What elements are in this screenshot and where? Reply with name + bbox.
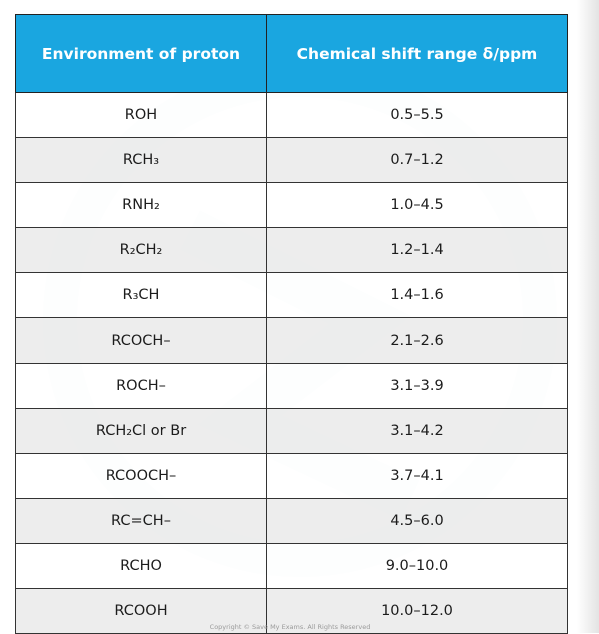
table-row: R₃CH 1.4–1.6: [15, 272, 568, 319]
cell-environment: RNH₂: [15, 182, 267, 229]
cell-environment: RCOOH: [15, 588, 267, 634]
table-row: RCH₂Cl or Br 3.1–4.2: [15, 407, 568, 454]
cell-shift-range: 3.1–4.2: [266, 407, 568, 454]
cell-shift-range: 9.0–10.0: [266, 542, 568, 590]
cell-shift-range: 4.5–6.0: [266, 497, 568, 544]
table-row: RNH₂ 1.0–4.5: [15, 182, 568, 229]
table-row: RCOOCH– 3.7–4.1: [15, 452, 568, 499]
cell-shift-range: 2.1–2.6: [266, 317, 568, 364]
cell-environment: RC=CH–: [15, 497, 267, 544]
table-row: RCHO 9.0–10.0: [15, 542, 568, 590]
chemical-shift-table: Environment of proton Chemical shift ran…: [15, 14, 568, 634]
table-row: R₂CH₂ 1.2–1.4: [15, 227, 568, 274]
cell-environment: RCH₂Cl or Br: [15, 407, 267, 454]
cell-shift-range: 0.5–5.5: [266, 91, 568, 139]
table-row: RCOOH 10.0–12.0: [15, 588, 568, 634]
cell-environment: R₂CH₂: [15, 227, 267, 274]
cell-shift-range: 3.1–3.9: [266, 362, 568, 409]
table-header-row: Environment of proton Chemical shift ran…: [15, 14, 568, 93]
cell-shift-range: 10.0–12.0: [266, 588, 568, 634]
cell-shift-range: 1.0–4.5: [266, 182, 568, 229]
page-edge-shadow: [577, 0, 599, 633]
cell-shift-range: 1.2–1.4: [266, 227, 568, 274]
cell-shift-range: 3.7–4.1: [266, 452, 568, 499]
table-row: ROH 0.5–5.5: [15, 91, 568, 139]
table-body: ROH 0.5–5.5 RCH₃ 0.7–1.2 RNH₂ 1.0–4.5 R₂CH₂ 1.2…: [15, 91, 568, 634]
column-header-environment: Environment of proton: [15, 14, 267, 93]
cell-environment: RCOCH–: [15, 317, 267, 364]
copyright-notice: Copyright © Save My Exams. All Rights Re…: [209, 623, 371, 631]
cell-shift-range: 1.4–1.6: [266, 272, 568, 319]
cell-environment: ROH: [15, 91, 267, 139]
table-row: ROCH– 3.1–3.9: [15, 362, 568, 409]
cell-shift-range: 0.7–1.2: [266, 137, 568, 184]
cell-environment: RCOOCH–: [15, 452, 267, 499]
table-row: RC=CH– 4.5–6.0: [15, 497, 568, 544]
cell-environment: RCHO: [15, 542, 267, 590]
column-header-shift-range: Chemical shift range δ/ppm: [266, 14, 568, 93]
table-row: RCH₃ 0.7–1.2: [15, 137, 568, 184]
cell-environment: RCH₃: [15, 137, 267, 184]
cell-environment: ROCH–: [15, 362, 267, 409]
cell-environment: R₃CH: [15, 272, 267, 319]
table-row: RCOCH– 2.1–2.6: [15, 317, 568, 364]
